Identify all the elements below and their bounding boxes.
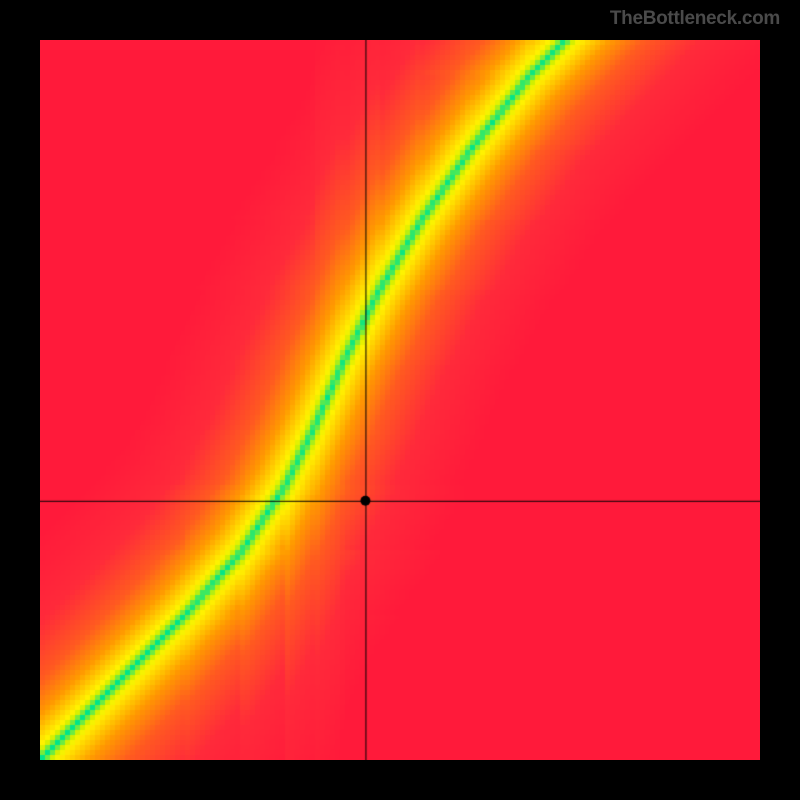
watermark-text: TheBottleneck.com (610, 8, 780, 30)
chart-container: TheBottleneck.com (0, 0, 800, 800)
bottleneck-heatmap (40, 40, 760, 760)
